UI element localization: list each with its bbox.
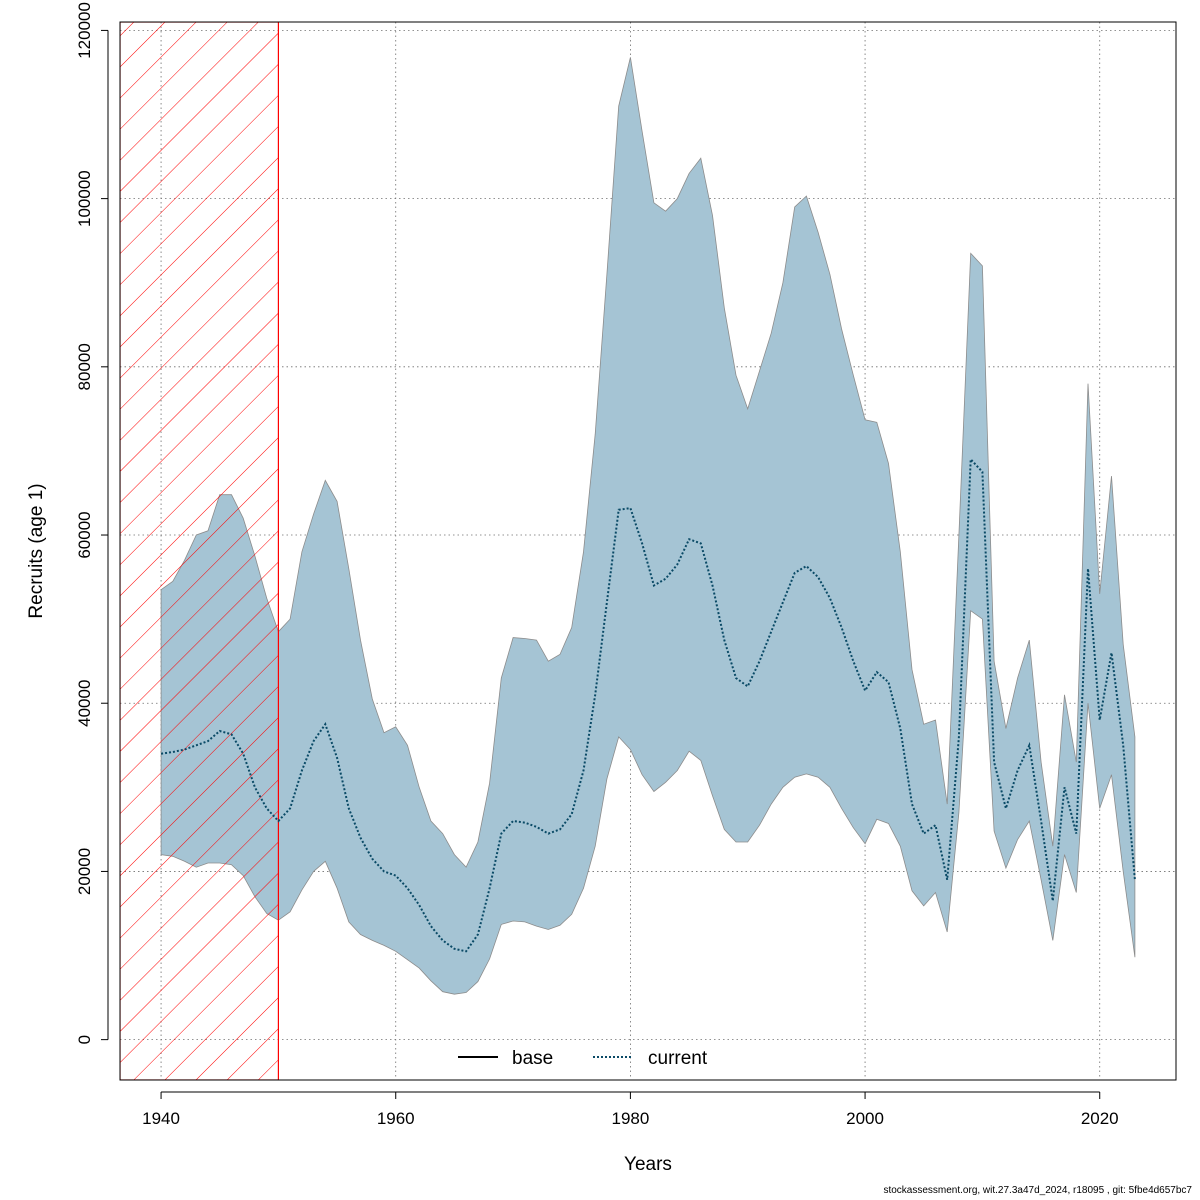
x-tick-label: 1960: [377, 1109, 415, 1128]
y-tick-label: 80000: [75, 343, 94, 390]
y-axis-title: Recruits (age 1): [26, 483, 47, 618]
x-axis-title: Years: [624, 1154, 672, 1175]
legend-label-base: base: [512, 1048, 553, 1069]
y-tick-label: 60000: [75, 511, 94, 558]
y-tick-label: 20000: [75, 848, 94, 895]
y-tick-label: 120000: [75, 2, 94, 59]
confidence-band: [160, 57, 1136, 995]
hatched-region-border: [120, 22, 279, 1080]
x-tick-label: 2000: [846, 1109, 884, 1128]
x-tick-label: 1980: [611, 1109, 649, 1128]
series-line-current: [160, 456, 1136, 953]
y-tick-label: 0: [75, 1035, 94, 1044]
y-tick-label: 40000: [75, 680, 94, 727]
y-axis: 0 20000 40000 60000 80000 100000 120000: [75, 2, 109, 1044]
hatched-region: [120, 22, 279, 1080]
plot-area: [120, 22, 1136, 1080]
legend-label-current: current: [648, 1048, 708, 1069]
legend: base current: [458, 1048, 708, 1069]
x-tick-label: 1940: [142, 1109, 180, 1128]
x-axis: 1940 1960 1980 2000 2020: [142, 1091, 1119, 1128]
x-tick-label: 2020: [1081, 1109, 1119, 1128]
y-tick-label: 100000: [75, 170, 94, 227]
plot-frame: [119, 21, 1177, 1081]
footer-source: stockassessment.org, wit.27.3a47d_2024, …: [883, 1185, 1192, 1196]
series-lines: [160, 456, 1136, 953]
